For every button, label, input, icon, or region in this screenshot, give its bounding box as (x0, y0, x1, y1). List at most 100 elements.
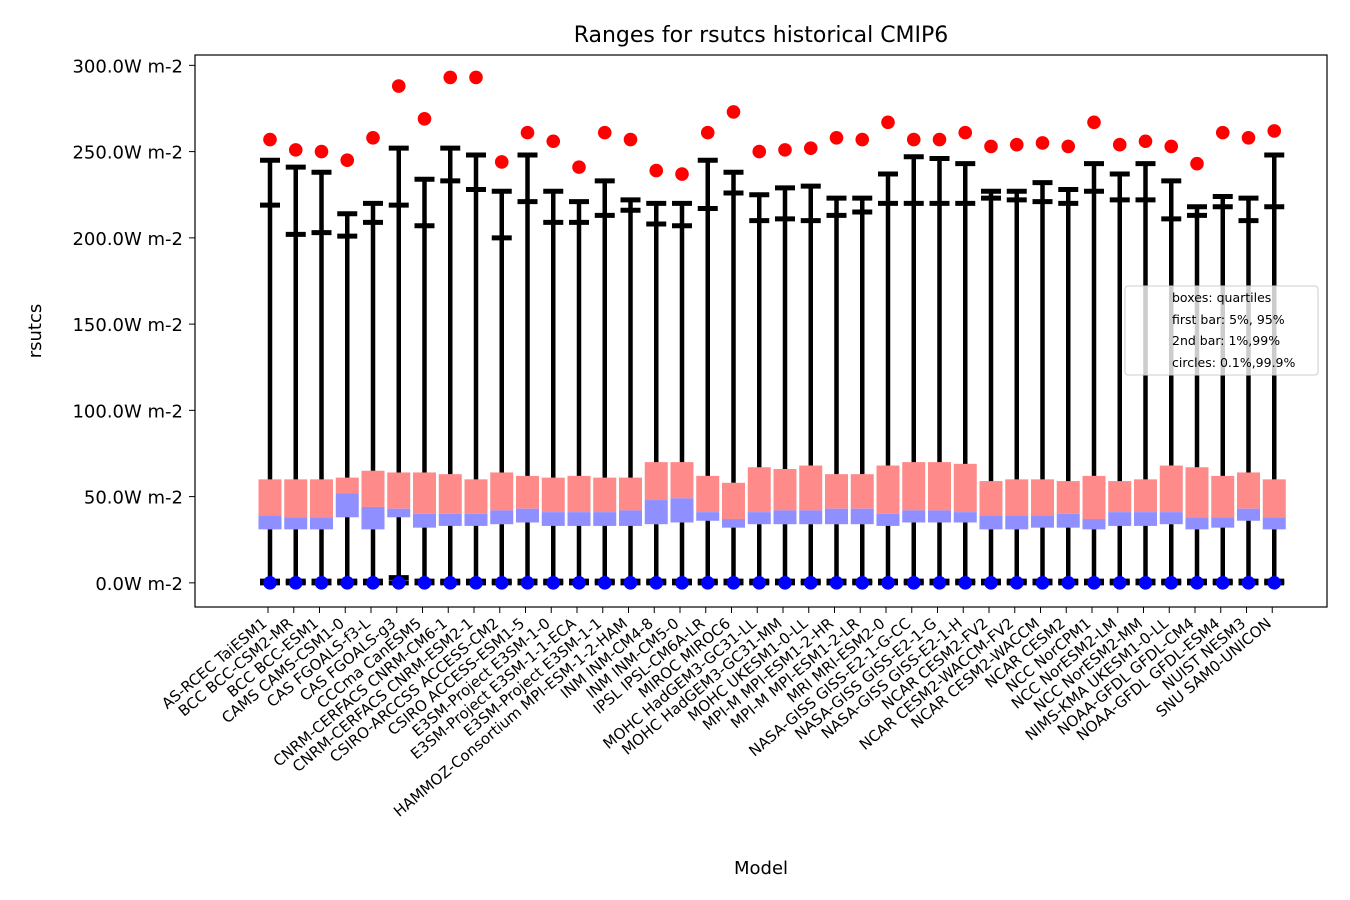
y-tick-label: 300.0W m-2 (72, 56, 183, 77)
circle-0-1st (469, 576, 483, 590)
box-upper-quartile (490, 472, 514, 511)
legend-frame (1124, 285, 1319, 376)
model-group (1082, 115, 1106, 590)
model-group (1005, 137, 1029, 590)
model-group (361, 131, 385, 590)
circle-0-1st (1035, 576, 1050, 590)
circle-0-1st (340, 576, 355, 590)
model-group (799, 141, 823, 590)
box-lower-quartile (541, 512, 565, 526)
box-lower-quartile (825, 508, 848, 525)
box-upper-quartile (747, 467, 771, 513)
box-upper-quartile (541, 477, 565, 513)
circle-99-9th (1138, 134, 1153, 149)
circle-99-9th (366, 131, 380, 145)
box-upper-quartile (258, 479, 282, 516)
circle-99-9th (469, 70, 483, 85)
box-lower-quartile (413, 513, 436, 528)
box-lower-quartile (258, 515, 282, 530)
model-group (593, 125, 617, 590)
legend: boxes: quartiles first bar: 5%, 95% 2nd … (1124, 285, 1319, 376)
box-lower-quartile (1056, 513, 1080, 528)
y-tick-label: 150.0W m-2 (72, 315, 183, 336)
circle-99-9th (1267, 124, 1282, 138)
model-group (928, 132, 951, 590)
model-group (902, 132, 926, 590)
circle-99-9th (1035, 136, 1050, 150)
box-upper-quartile (284, 479, 308, 518)
box-lower-quartile (773, 510, 797, 525)
circle-0-1st (366, 576, 380, 590)
circle-0-1st (1009, 576, 1024, 590)
box-lower-quartile (567, 512, 591, 526)
circle-99-9th (1061, 139, 1076, 154)
box-lower-quartile (902, 510, 926, 523)
model-group (979, 139, 1003, 590)
circle-0-1st (906, 576, 921, 590)
box-upper-quartile (335, 477, 359, 494)
legend-entry-second-bar: 2nd bar: 1%,99% (1172, 333, 1280, 348)
circle-0-1st (1267, 576, 1282, 590)
model-group (953, 125, 977, 590)
model-group (335, 153, 359, 590)
circle-0-1st (1164, 576, 1179, 590)
box-upper-quartile (928, 462, 951, 511)
box-upper-quartile (1108, 481, 1132, 513)
model-group (464, 70, 488, 590)
box-lower-quartile (619, 510, 642, 526)
y-axis: 0.0W m-2 50.0W m-2 100.0W m-2 150.0W m-2 200… (72, 56, 195, 595)
box-upper-quartile (310, 479, 333, 518)
model-group (1108, 137, 1132, 590)
circle-99-9th (675, 167, 689, 181)
circle-99-9th (906, 132, 921, 147)
circle-99-9th (726, 105, 741, 119)
model-group (747, 144, 771, 590)
y-tick-label: 0.0W m-2 (95, 574, 183, 595)
box-lower-quartile (670, 498, 694, 523)
box-upper-quartile (979, 481, 1003, 516)
box-lower-quartile (1031, 515, 1054, 528)
box-lower-quartile (1108, 512, 1132, 526)
circle-0-1st (700, 576, 715, 590)
model-group (387, 79, 411, 590)
circle-0-1st (984, 576, 998, 590)
box-upper-quartile (722, 482, 745, 520)
box-lower-quartile (1237, 508, 1260, 521)
circle-0-1st (803, 576, 818, 590)
box-upper-quartile (516, 475, 539, 509)
model-group (1031, 136, 1054, 590)
circle-0-1st (932, 576, 947, 590)
circle-0-1st (881, 576, 895, 590)
circle-0-1st (1087, 576, 1101, 590)
model-group (258, 132, 282, 590)
circle-0-1st (494, 576, 509, 590)
box-upper-quartile (902, 462, 926, 511)
box-upper-quartile (1031, 479, 1054, 516)
y-axis-label: rsutcs (25, 304, 46, 359)
circle-0-1st (778, 576, 792, 590)
circle-0-1st (263, 576, 277, 590)
circle-0-1st (1241, 576, 1256, 590)
circle-0-1st (417, 576, 432, 590)
circle-0-1st (546, 576, 561, 590)
box-upper-quartile (799, 465, 823, 511)
model-group (722, 105, 745, 590)
box-lower-quartile (850, 508, 874, 525)
circle-0-1st (1138, 576, 1153, 590)
box-upper-quartile (361, 470, 385, 507)
circle-99-9th (1215, 125, 1230, 140)
circle-99-9th (958, 125, 973, 140)
circle-99-9th (391, 79, 406, 93)
box-upper-quartile (1211, 475, 1235, 518)
circle-0-1st (1112, 576, 1127, 590)
circle-0-1st (1190, 576, 1204, 590)
model-group (284, 143, 308, 590)
model-group (670, 167, 694, 590)
box-upper-quartile (1056, 481, 1080, 514)
box-upper-quartile (438, 474, 462, 514)
model-group (541, 134, 565, 590)
plot-frame (194, 54, 1328, 608)
circle-0-1st (520, 576, 535, 590)
box-lower-quartile (1262, 517, 1286, 530)
